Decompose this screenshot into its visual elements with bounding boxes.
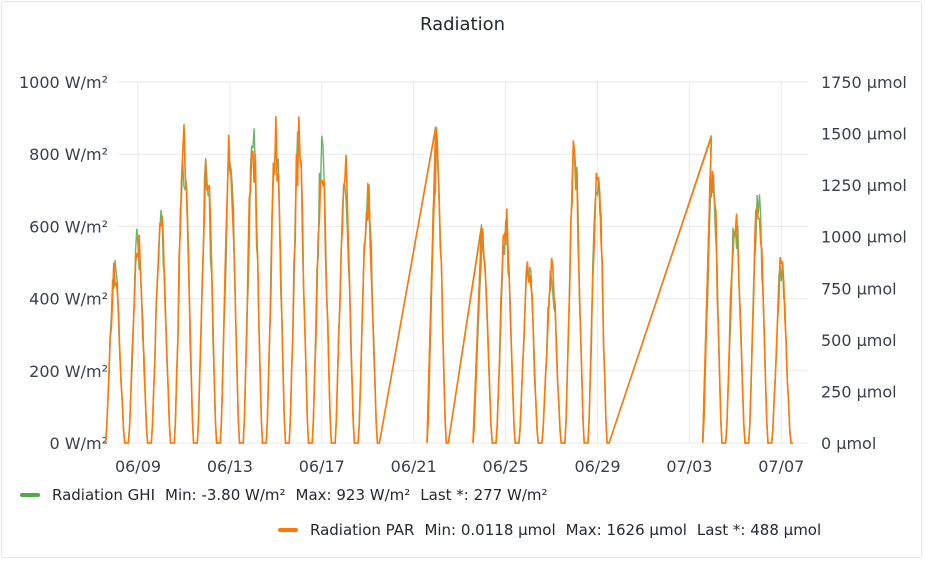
y-left-tick-label: 800 W/m² <box>29 145 108 164</box>
chart-title: Radiation <box>419 14 506 35</box>
y-right-tick-label: 1750 µmol <box>821 73 907 92</box>
x-tick-label: 06/17 <box>299 457 345 476</box>
y-axis-left: 0 W/m² 200 W/m² 400 W/m² 600 W/m² 800 W/m² 10… <box>19 73 108 453</box>
legend-item-par[interactable]: Radiation PAR Min: 0.0118 µmol Max: 1626… <box>278 521 831 539</box>
legend-last-ghi: Last *: 277 W/m² <box>420 486 548 504</box>
legend-label-ghi: Radiation GHI <box>52 486 155 504</box>
x-tick-label: 06/29 <box>574 457 620 476</box>
plot-area <box>104 116 793 444</box>
y-left-tick-label: 600 W/m² <box>29 217 108 236</box>
y-right-tick-label: 1000 µmol <box>821 228 907 247</box>
x-tick-label: 06/09 <box>115 457 161 476</box>
grid-lines <box>118 81 808 444</box>
y-left-tick-label: 200 W/m² <box>29 362 108 381</box>
y-right-tick-label: 1500 µmol <box>821 125 907 144</box>
y-right-tick-label: 1250 µmol <box>821 176 907 195</box>
y-axis-right: 0 µmol 250 µmol 500 µmol 750 µmol 1000 µmol 1… <box>821 73 907 453</box>
x-tick-label: 07/07 <box>758 457 804 476</box>
legend-swatch-ghi <box>20 493 40 497</box>
legend-swatch-par <box>278 528 298 532</box>
legend-label-par: Radiation PAR <box>310 521 415 539</box>
y-left-tick-label: 1000 W/m² <box>19 73 108 92</box>
legend-item-ghi[interactable]: Radiation GHI Min: -3.80 W/m² Max: 923 W… <box>20 486 558 504</box>
y-right-tick-label: 0 µmol <box>821 434 876 453</box>
legend-min-par: Min: 0.0118 µmol <box>424 521 556 539</box>
series-line-par <box>104 116 793 444</box>
x-tick-label: 06/21 <box>391 457 437 476</box>
legend-min-ghi: Min: -3.80 W/m² <box>165 486 286 504</box>
legend-max-par: Max: 1626 µmol <box>565 521 687 539</box>
x-tick-label: 06/13 <box>207 457 253 476</box>
y-left-tick-label: 400 W/m² <box>29 290 108 309</box>
y-right-tick-label: 250 µmol <box>821 382 897 401</box>
x-axis: 06/09 06/13 06/17 06/21 06/25 06/29 07/03 07/07 <box>115 457 804 476</box>
y-left-tick-label: 0 W/m² <box>50 434 108 453</box>
x-tick-label: 06/25 <box>483 457 529 476</box>
y-right-tick-label: 500 µmol <box>821 331 897 350</box>
x-tick-label: 07/03 <box>666 457 712 476</box>
legend-max-ghi: Max: 923 W/m² <box>295 486 411 504</box>
y-right-tick-label: 750 µmol <box>821 279 897 298</box>
legend-last-par: Last *: 488 µmol <box>696 521 822 539</box>
